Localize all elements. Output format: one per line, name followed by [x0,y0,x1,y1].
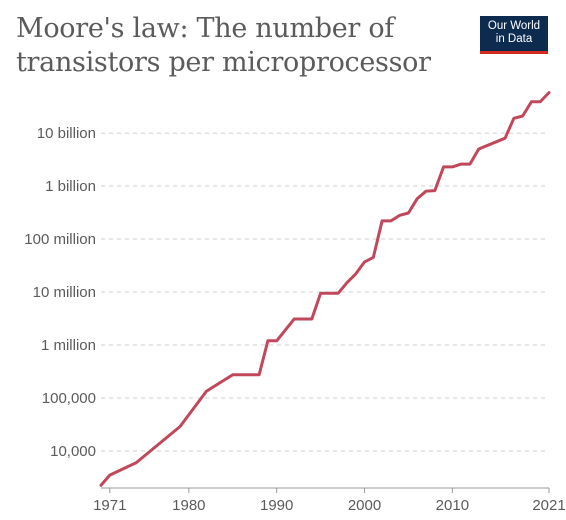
x-tick-label: 1990 [260,497,293,514]
y-tick-label: 100 million [24,231,96,248]
x-tick-label: 2021 [532,497,565,514]
x-tick-label: 1980 [172,497,205,514]
y-tick-label: 10,000 [50,443,96,460]
owid-logo[interactable]: Our World in Data [480,16,548,54]
chart-title: Moore's law: The number of transistors p… [16,13,431,78]
series-line-transistors[interactable] [99,91,551,487]
x-axis: 1971 1980 1990 2000 2010 2021 [93,487,566,514]
x-tick-label: 2010 [436,497,469,514]
x-tick-label: 2000 [348,497,381,514]
y-tick-label: 10 billion [37,125,96,142]
grid-lines [101,132,549,452]
x-tick-label: 1971 [93,497,126,514]
y-tick-label: 10 million [33,284,96,301]
logo-line-1: Our World [487,20,541,32]
y-tick-label: 100,000 [42,390,96,407]
y-tick-label: 1 million [41,337,96,354]
y-axis-ticks: 10,000 100,000 1 million 10 million 100 mill… [24,125,96,460]
y-tick-label: 1 billion [45,178,96,195]
logo-line-2: in Data [495,33,533,45]
series-layer [99,91,551,487]
